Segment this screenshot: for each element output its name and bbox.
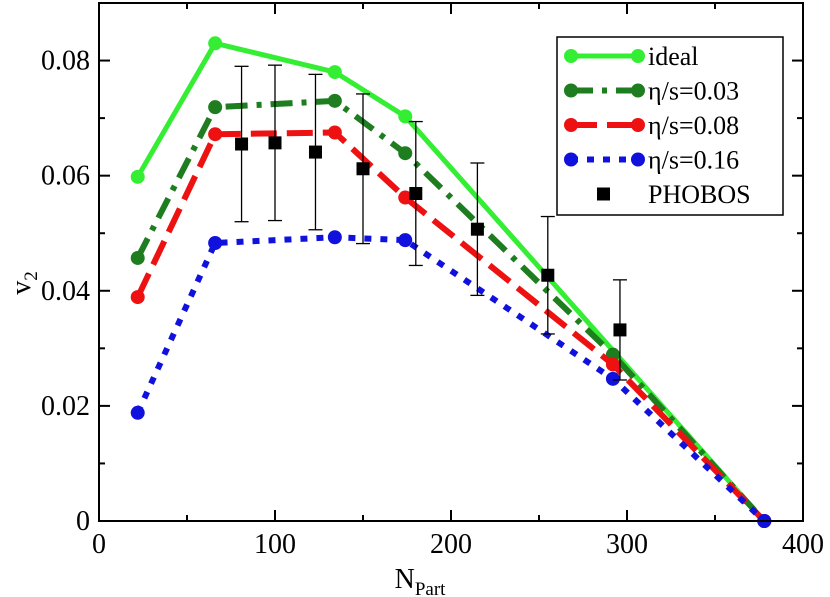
legend-marker-phobos bbox=[597, 187, 610, 201]
x-tick-label: 300 bbox=[606, 529, 648, 560]
point-eta-s-0-08-0 bbox=[130, 290, 145, 305]
y-tick-label: 0.06 bbox=[41, 161, 90, 192]
legend-item-eta-s-0-08: η/s=0.08 bbox=[564, 111, 739, 140]
x-axis-title: NPart bbox=[395, 564, 447, 597]
point-eta-s-0-16-2 bbox=[327, 230, 342, 245]
point-eta-s-0-03-1 bbox=[208, 100, 223, 115]
point-eta-s-0-08-2 bbox=[327, 125, 342, 140]
point-phobos-0 bbox=[235, 137, 249, 151]
legend-label-ideal: ideal bbox=[648, 42, 699, 71]
legend: ideal η/s=0.03 η/s=0.08 η/s=0.16 PHOBOS bbox=[556, 36, 784, 216]
series-line-eta-s-0-03 bbox=[135, 97, 767, 524]
series-phobos bbox=[234, 64, 627, 381]
x-tick-label: 200 bbox=[430, 529, 472, 560]
legend-marker-end-eta-s-0-03 bbox=[631, 83, 645, 98]
series-line-eta-s-0-08 bbox=[135, 129, 767, 524]
point-eta-s-0-16-1 bbox=[208, 236, 223, 251]
series-line-eta-s-0-16 bbox=[134, 234, 767, 524]
point-eta-s-0-03-3 bbox=[398, 146, 413, 161]
point-phobos-2 bbox=[308, 145, 322, 159]
x-tick-label: 100 bbox=[254, 529, 296, 560]
legend-item-ideal: ideal bbox=[564, 42, 699, 71]
point-phobos-5 bbox=[470, 222, 484, 236]
legend-marker-start-ideal bbox=[564, 49, 578, 63]
point-eta-s-0-08-1 bbox=[208, 127, 223, 142]
legend-item-eta-s-0-03: η/s=0.03 bbox=[564, 77, 739, 106]
x-tick-label: 400 bbox=[782, 529, 824, 560]
legend-label-eta-s-0-08: η/s=0.08 bbox=[648, 111, 739, 140]
point-ideal-1 bbox=[208, 36, 223, 51]
point-eta-s-0-03-0 bbox=[130, 250, 145, 265]
point-ideal-2 bbox=[327, 65, 342, 80]
point-phobos-4 bbox=[409, 187, 423, 201]
point-eta-s-0-16-0 bbox=[130, 405, 145, 420]
legend-marker-end-eta-s-0-16 bbox=[631, 152, 645, 167]
y-tick-label: 0.08 bbox=[41, 46, 90, 77]
legend-label-eta-s-0-16: η/s=0.16 bbox=[648, 146, 739, 175]
point-phobos-7 bbox=[613, 323, 627, 337]
legend-marker-start-eta-s-0-08 bbox=[564, 118, 578, 132]
point-eta-s-0-08-4 bbox=[605, 357, 620, 372]
x-tick-label: 0 bbox=[92, 529, 106, 560]
series-eta-s-0-16 bbox=[130, 230, 772, 528]
plot-marks bbox=[130, 36, 772, 528]
y-axis-title-sub: 2 bbox=[21, 271, 42, 281]
point-eta-s-0-08-3 bbox=[398, 190, 413, 205]
y-axis-title-main: v bbox=[6, 281, 37, 295]
legend-marker-end-eta-s-0-08 bbox=[631, 118, 645, 132]
y-tick-label: 0.02 bbox=[41, 391, 90, 422]
legend-item-phobos: PHOBOS bbox=[597, 180, 751, 209]
y-axis-title: v2 bbox=[6, 271, 42, 295]
legend-marker-start-eta-s-0-03 bbox=[564, 83, 578, 98]
point-phobos-3 bbox=[356, 162, 370, 176]
point-phobos-1 bbox=[268, 136, 282, 150]
point-eta-s-0-16-3 bbox=[398, 233, 413, 248]
y-tick-label: 0 bbox=[76, 506, 90, 537]
x-axis-title-sub: Part bbox=[415, 579, 446, 597]
point-ideal-3 bbox=[398, 109, 413, 124]
point-phobos-6 bbox=[541, 268, 555, 282]
point-eta-s-0-03-2 bbox=[327, 93, 342, 108]
axis-ticks: 0 100 200 300 400 0 0.02 0.04 0.06 0.08 bbox=[41, 3, 824, 560]
point-eta-s-0-16-4 bbox=[605, 371, 620, 386]
series-eta-s-0-03 bbox=[130, 93, 772, 528]
point-ideal-0 bbox=[130, 169, 145, 184]
legend-label-phobos: PHOBOS bbox=[648, 180, 751, 209]
legend-label-eta-s-0-03: η/s=0.03 bbox=[648, 77, 739, 106]
legend-marker-start-eta-s-0-16 bbox=[564, 152, 578, 167]
legend-marker-end-ideal bbox=[631, 49, 645, 63]
x-axis-title-main: N bbox=[395, 564, 415, 595]
y-tick-label: 0.04 bbox=[41, 276, 90, 307]
legend-item-eta-s-0-16: η/s=0.16 bbox=[564, 146, 739, 175]
axis-titles: NPart v2 bbox=[6, 271, 446, 597]
